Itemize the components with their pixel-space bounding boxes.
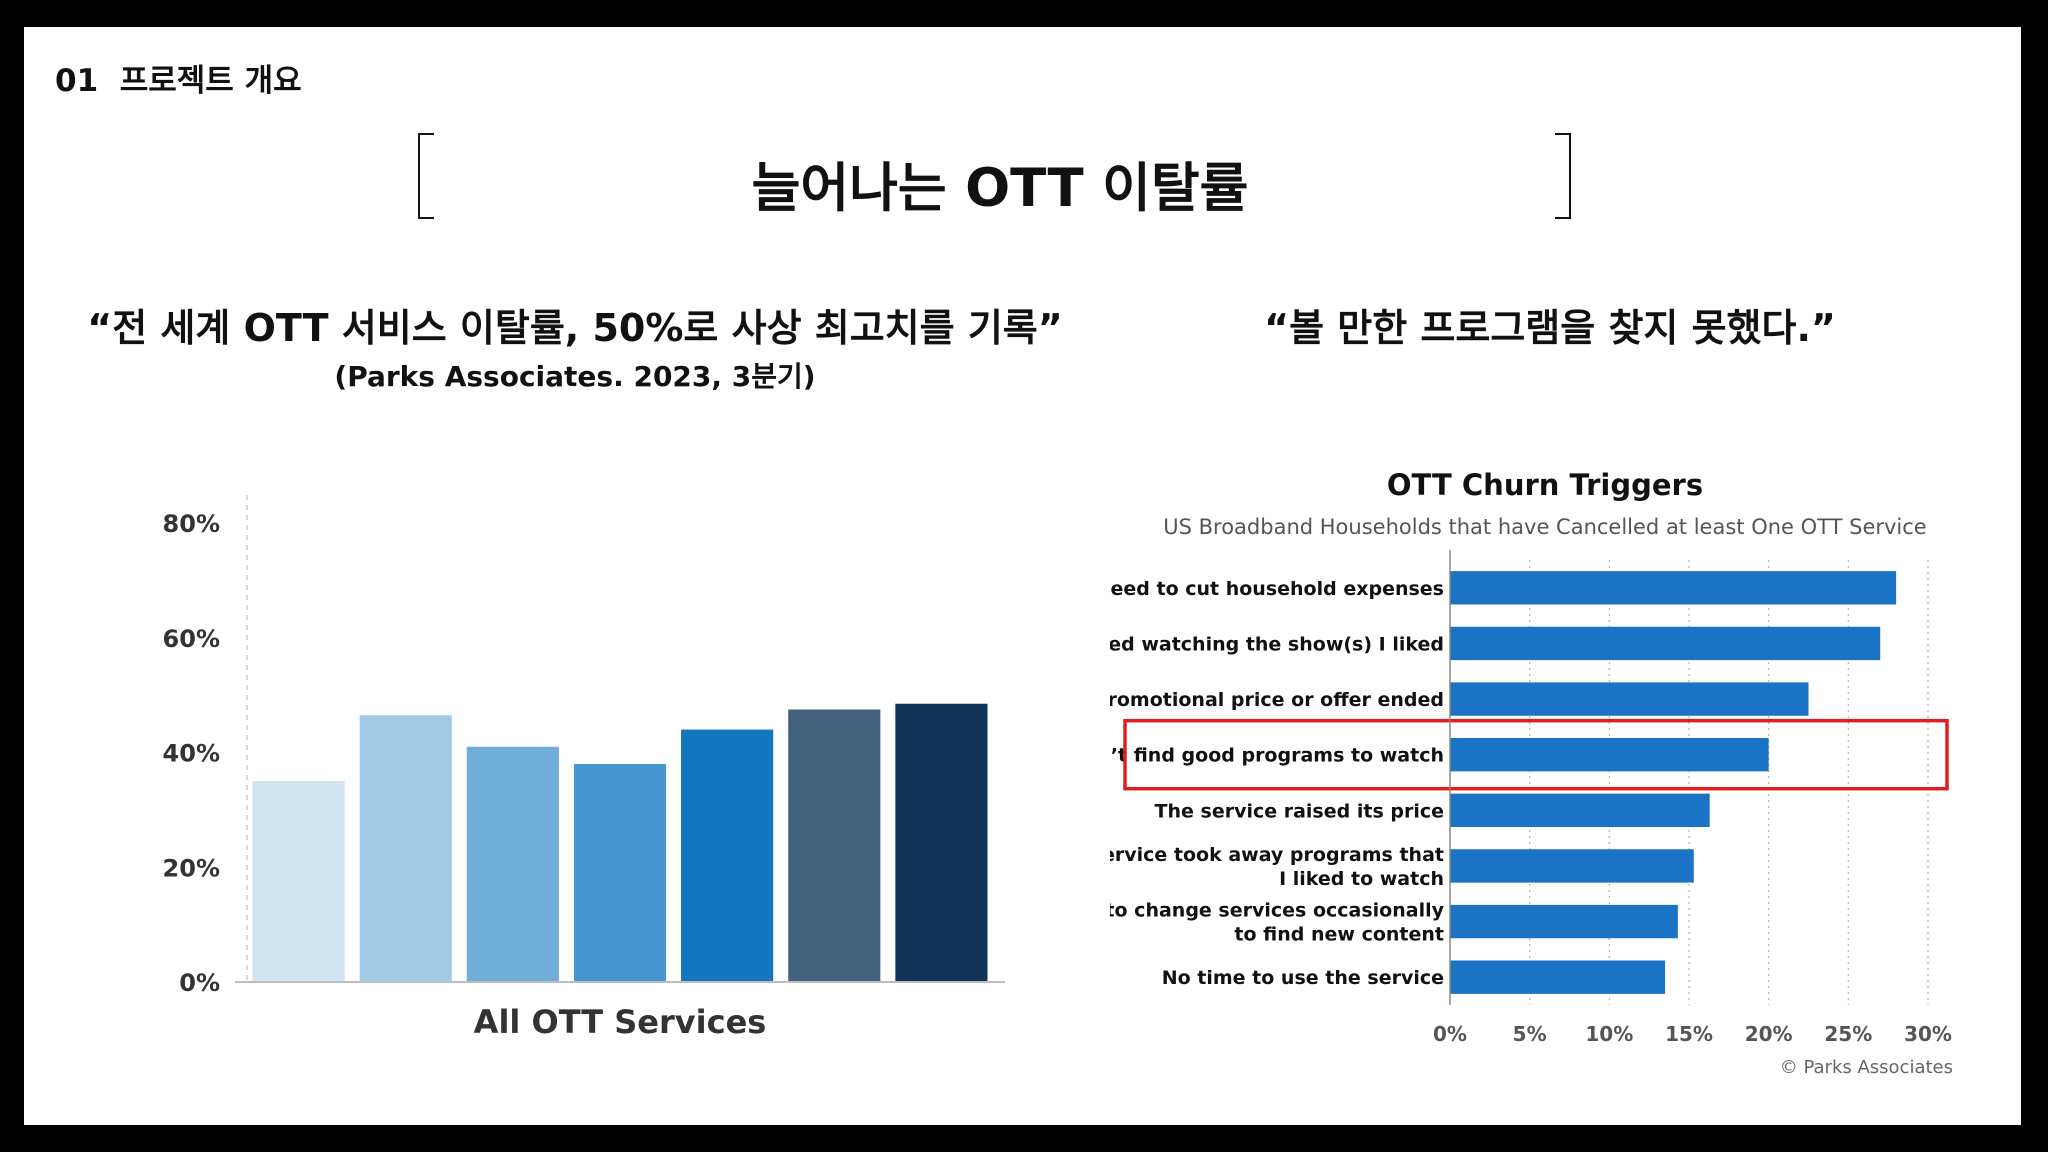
category-label: I finished watching the show(s) I liked bbox=[1110, 633, 1444, 655]
churn-quote: “전 세계 OTT 서비스 이탈률, 50%로 사상 최고치를 기록” bbox=[87, 306, 1063, 350]
category-label: The promotional price or offer ended bbox=[1110, 689, 1444, 711]
bar bbox=[252, 781, 345, 982]
x-tick-label: 30% bbox=[1904, 1022, 1952, 1046]
bar bbox=[1450, 793, 1710, 827]
category-label: I like to change services occasionally bbox=[1110, 900, 1445, 922]
churn-triggers-chart: OTT Churn Triggers US Broadband Household… bbox=[1110, 468, 1953, 1078]
y-tick-label: 60% bbox=[163, 625, 220, 653]
highlight-box bbox=[1123, 718, 1949, 791]
bar bbox=[1450, 849, 1694, 883]
category-label: to find new content bbox=[1234, 924, 1444, 946]
x-tick-label: 25% bbox=[1824, 1022, 1872, 1046]
bar bbox=[788, 709, 881, 982]
category-label: The service took away programs that bbox=[1110, 844, 1444, 866]
x-tick-label: 20% bbox=[1745, 1022, 1793, 1046]
category-label: Need to cut household expenses bbox=[1110, 578, 1444, 600]
bar bbox=[1450, 738, 1769, 772]
title-bracket-left bbox=[418, 133, 434, 219]
x-axis-label: All OTT Services bbox=[474, 1003, 767, 1041]
y-tick-label: 80% bbox=[163, 510, 220, 538]
chart-subtitle: US Broadband Households that have Cancel… bbox=[1163, 515, 1926, 539]
y-tick-label: 40% bbox=[163, 740, 220, 768]
bar bbox=[895, 703, 988, 982]
y-tick-label: 20% bbox=[163, 854, 220, 882]
source-citation: (Parks Associates. 2023, 3분기) bbox=[334, 360, 816, 393]
churn-rate-chart: 80% 60% 40% 20% 0% All OTT Services bbox=[163, 495, 1005, 1041]
category-label: No time to use the service bbox=[1162, 967, 1444, 989]
x-tick-label: 15% bbox=[1665, 1022, 1713, 1046]
bar bbox=[681, 729, 774, 982]
category-label: The service raised its price bbox=[1155, 800, 1444, 822]
category-label: I liked to watch bbox=[1279, 868, 1444, 890]
bar bbox=[1450, 904, 1678, 939]
x-tick-label: 5% bbox=[1513, 1022, 1547, 1046]
chart-credit: © Parks Associates bbox=[1780, 1057, 1953, 1078]
survey-quote: “볼 만한 프로그램을 찾지 못했다.” bbox=[1264, 306, 1836, 350]
y-tick-label: 0% bbox=[179, 969, 220, 997]
bar bbox=[1450, 626, 1881, 661]
bar bbox=[1450, 682, 1809, 716]
section-label: 01 프로젝트 개요 bbox=[55, 63, 302, 99]
bar bbox=[1450, 960, 1666, 994]
category-label: Couldn’t find good programs to watch bbox=[1110, 745, 1444, 767]
bar bbox=[573, 763, 667, 982]
bar bbox=[359, 715, 452, 982]
page-title: 늘어나는 OTT 이탈률 bbox=[751, 158, 1249, 219]
bar bbox=[466, 746, 559, 982]
title-bracket-right bbox=[1555, 133, 1571, 219]
x-tick-label: 0% bbox=[1433, 1022, 1467, 1046]
bar bbox=[1450, 571, 1897, 605]
x-tick-label: 10% bbox=[1585, 1022, 1633, 1046]
chart-title: OTT Churn Triggers bbox=[1387, 468, 1703, 502]
